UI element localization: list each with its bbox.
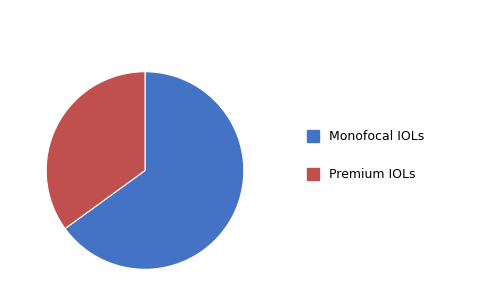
Text: Global Intraocular Lens Market Share, By Type, 2020 (%): Global Intraocular Lens Market Share, By… — [16, 20, 484, 36]
Wedge shape — [46, 72, 145, 228]
Wedge shape — [65, 72, 244, 269]
Legend: Monofocal IOLs, Premium IOLs: Monofocal IOLs, Premium IOLs — [307, 130, 424, 181]
